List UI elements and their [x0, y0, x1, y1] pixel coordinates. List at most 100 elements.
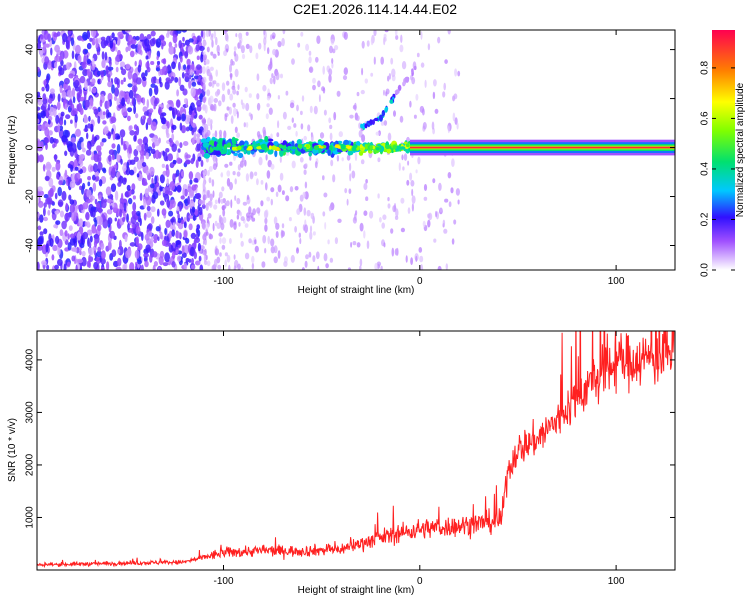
noise-cell — [135, 35, 140, 41]
drift-cell — [360, 123, 364, 129]
noise-cell — [150, 83, 156, 88]
noise-cell — [124, 234, 128, 243]
noise-cell — [130, 44, 137, 49]
noise-cell — [152, 264, 156, 270]
noise-cell — [146, 210, 152, 218]
carrier-cell — [202, 142, 210, 148]
noise-cell — [380, 265, 383, 270]
noise-cell — [137, 44, 142, 55]
noise-cell — [224, 252, 228, 257]
noise-cell — [136, 125, 140, 136]
noise-cell — [148, 87, 153, 97]
noise-cell — [237, 263, 241, 270]
noise-cell — [162, 262, 169, 267]
noise-cell — [272, 48, 277, 56]
noise-cell — [45, 161, 52, 172]
noise-cell — [277, 95, 280, 100]
noise-cell — [37, 112, 44, 118]
noise-cell — [400, 197, 405, 204]
noise-cell — [328, 205, 332, 212]
noise-cell — [39, 214, 44, 223]
noise-cell — [109, 60, 112, 67]
noise-cell — [57, 247, 61, 256]
noise-cell — [289, 102, 295, 109]
noise-cell — [74, 44, 81, 55]
noise-cell — [399, 115, 404, 123]
noise-cell — [132, 222, 136, 229]
noise-cell — [126, 184, 131, 192]
noise-cell — [190, 232, 197, 239]
noise-cell — [236, 197, 241, 205]
noise-cell — [313, 105, 318, 115]
noise-cell — [218, 100, 222, 107]
noise-cell — [164, 81, 170, 90]
snr-series-line — [37, 331, 675, 568]
noise-cell — [178, 76, 182, 87]
noise-cell — [344, 188, 348, 194]
noise-cell — [145, 169, 150, 176]
noise-cell — [445, 263, 448, 270]
carrier-cell — [264, 135, 269, 143]
noise-cell — [447, 125, 450, 134]
noise-cell — [176, 157, 182, 164]
carrier-cell — [282, 140, 287, 145]
noise-cell — [401, 154, 404, 161]
noise-cell — [365, 179, 368, 184]
noise-cell — [132, 195, 136, 200]
noise-cell — [262, 126, 266, 135]
noise-cell — [308, 251, 312, 258]
noise-cell — [308, 56, 312, 64]
noise-cell — [123, 111, 128, 116]
carrier-cell — [296, 139, 303, 145]
noise-cell — [225, 200, 230, 207]
noise-cell — [181, 171, 184, 177]
noise-cell — [287, 125, 292, 130]
noise-cell — [105, 65, 109, 75]
noise-cell — [82, 231, 89, 240]
noise-cell — [221, 204, 226, 211]
noise-cell — [312, 84, 316, 91]
noise-cell — [150, 216, 155, 224]
noise-cell — [83, 91, 87, 101]
noise-cell — [223, 50, 228, 57]
noise-cell — [68, 30, 72, 35]
noise-cell — [221, 244, 226, 250]
noise-cell — [349, 114, 354, 119]
noise-cell — [181, 113, 186, 122]
noise-cell — [215, 36, 218, 46]
carrier-cell — [405, 143, 410, 148]
noise-cell — [181, 245, 185, 254]
noise-cell — [63, 119, 67, 126]
noise-cell — [304, 224, 308, 234]
noise-cell — [109, 230, 115, 239]
noise-cell — [243, 122, 246, 128]
noise-cell — [140, 264, 144, 270]
noise-cell — [196, 99, 202, 107]
noise-cell — [119, 61, 126, 68]
noise-cell — [165, 219, 171, 228]
noise-cell — [267, 64, 272, 71]
noise-cell — [165, 148, 170, 153]
noise-cell — [197, 156, 202, 162]
noise-cell — [249, 45, 253, 54]
noise-cell — [47, 103, 51, 111]
noise-cell — [102, 111, 106, 116]
noise-cell — [248, 238, 252, 244]
noise-cell — [61, 91, 67, 99]
noise-cell — [46, 264, 50, 270]
noise-cell — [374, 262, 378, 270]
noise-cell — [387, 203, 391, 209]
noise-cell — [244, 86, 248, 93]
noise-cell — [193, 177, 199, 183]
noise-cell — [107, 132, 111, 140]
noise-cell — [327, 239, 330, 245]
noise-cell — [254, 171, 258, 176]
noise-cell — [59, 210, 65, 218]
noise-cell — [135, 225, 141, 235]
noise-cell — [124, 94, 128, 103]
noise-cell — [158, 106, 162, 116]
noise-cell — [55, 161, 61, 171]
noise-cell — [183, 64, 187, 71]
noise-cell — [200, 159, 204, 167]
